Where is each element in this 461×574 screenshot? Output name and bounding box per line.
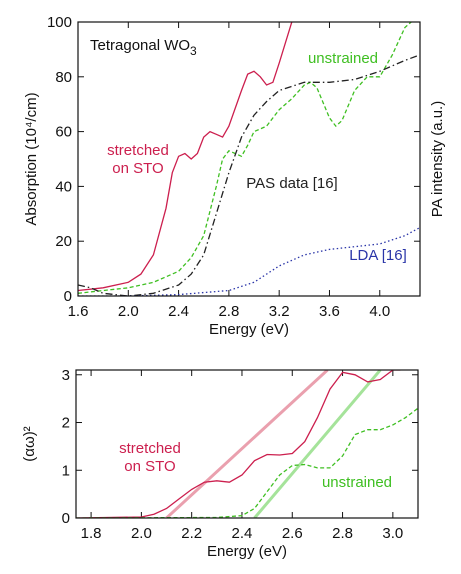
- x-tick-label: 2.0: [118, 303, 139, 320]
- series-line: [76, 407, 418, 518]
- series-line: [76, 370, 401, 518]
- x-tick-label: 4.0: [369, 303, 390, 320]
- x-tick-label: 3.2: [269, 303, 290, 320]
- y-axis-label: (αω)²: [21, 426, 38, 461]
- y-tick-label: 1: [62, 462, 70, 479]
- chart-title: Tetragonal WO3: [90, 37, 197, 58]
- y2-axis-label: PA intensity (a.u.): [429, 101, 446, 217]
- series-line: [78, 22, 412, 294]
- title-text: Tetragonal WO: [90, 37, 190, 54]
- y-axis-label: Absorption (10⁴/cm): [23, 92, 40, 225]
- series-label: unstrained: [307, 50, 379, 67]
- x-tick-label: 2.4: [232, 525, 253, 542]
- series-line: [78, 22, 293, 292]
- series-line: [165, 370, 329, 518]
- x-tick-label: 1.6: [68, 303, 89, 320]
- series-label: PAS data [16]: [246, 175, 338, 192]
- series-label: unstrained: [321, 474, 393, 491]
- y-tick-label: 60: [55, 124, 72, 141]
- y-tick-label: 100: [47, 14, 72, 31]
- y-tick-label: 3: [62, 367, 70, 384]
- x-tick-label: 2.2: [181, 525, 202, 542]
- x-tick-label: 2.0: [131, 525, 152, 542]
- series-line: [78, 54, 420, 296]
- x-tick-label: 2.8: [218, 303, 239, 320]
- x-tick-label: 1.8: [81, 525, 102, 542]
- x-axis-label: Energy (eV): [207, 543, 287, 560]
- y-tick-label: 40: [55, 178, 72, 195]
- y-tick-label: 80: [55, 69, 72, 86]
- y-tick-label: 0: [64, 288, 72, 305]
- series-label: stretched on STO: [119, 440, 181, 475]
- y-tick-label: 0: [62, 510, 70, 527]
- x-tick-label: 2.6: [282, 525, 303, 542]
- series-label: LDA [16]: [349, 247, 407, 264]
- y-tick-label: 20: [55, 233, 72, 250]
- y-tick-label: 2: [62, 415, 70, 432]
- plot-frame: [77, 21, 421, 297]
- x-tick-label: 2.8: [332, 525, 353, 542]
- series-line: [78, 226, 420, 296]
- x-tick-label: 2.4: [168, 303, 189, 320]
- series-label: stretched on STO: [107, 142, 169, 177]
- title-subscript: 3: [190, 44, 197, 58]
- x-tick-label: 3.0: [382, 525, 403, 542]
- plot-frame: [75, 369, 419, 519]
- x-axis-label: Energy (eV): [209, 321, 289, 338]
- series-line: [253, 370, 382, 518]
- x-tick-label: 3.6: [319, 303, 340, 320]
